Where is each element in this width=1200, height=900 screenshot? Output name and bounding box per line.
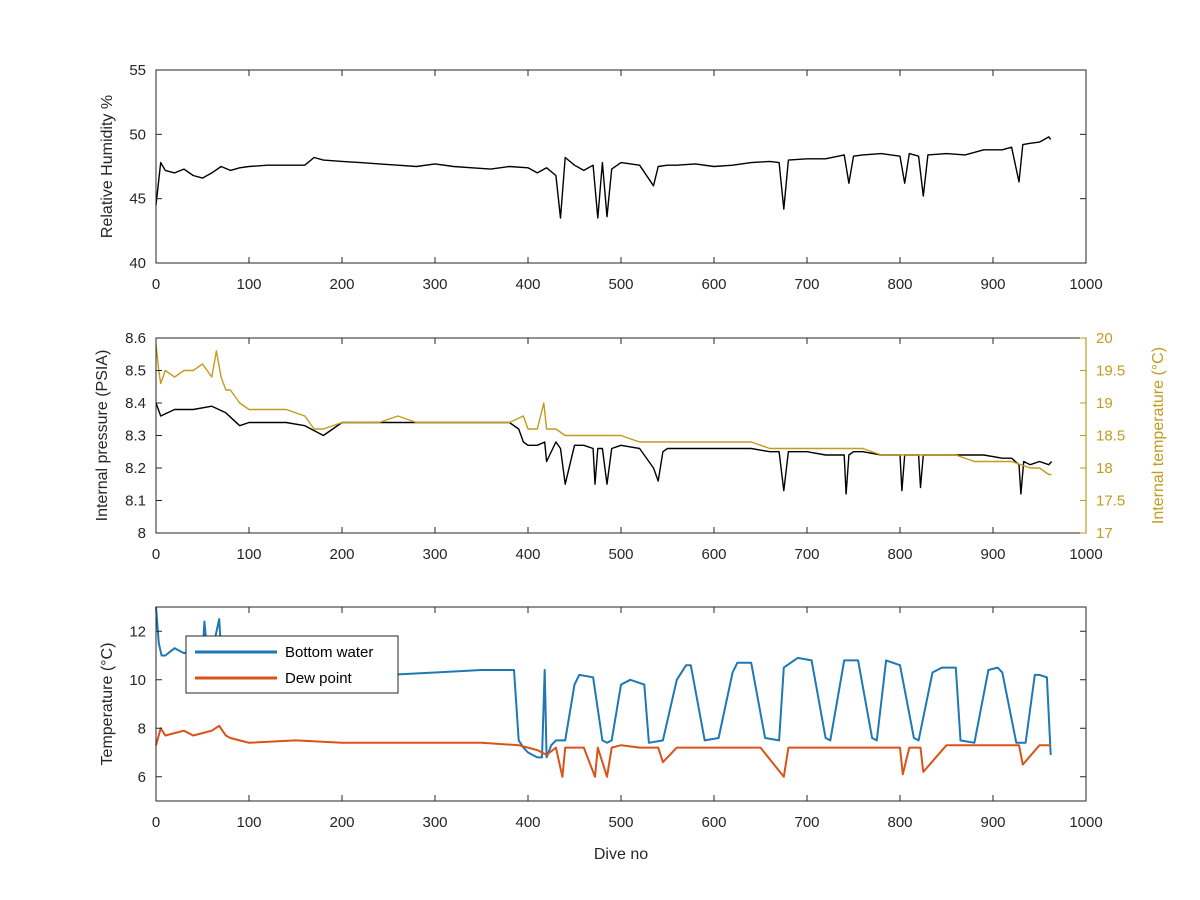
temperature-y-tick-label: 8 bbox=[138, 720, 146, 737]
temperature-x-tick-label: 900 bbox=[980, 814, 1005, 831]
temperature-x-tick-label: 200 bbox=[329, 814, 354, 831]
humidity-x-tick-label: 300 bbox=[422, 276, 447, 293]
pressure-series-1-line bbox=[155, 344, 1052, 476]
temperature-y-axis-label: Temperature (°C) bbox=[99, 643, 116, 766]
humidity-x-tick-label: 800 bbox=[887, 276, 912, 293]
humidity-x-tick-label: 700 bbox=[794, 276, 819, 293]
pressure-x-tick-label: 200 bbox=[329, 546, 354, 563]
internal-temperature-y-tick-label: 19.5 bbox=[1096, 363, 1125, 380]
pressure-y-tick-label: 8.6 bbox=[125, 330, 146, 347]
temperature-panel: 0 100 200 300 400 500 600 700 800 900 1000 6 8 10 12 T… bbox=[99, 606, 1103, 863]
temperature-x-tick-label: 100 bbox=[236, 814, 261, 831]
legend-entry-dew-point: Dew point bbox=[285, 670, 353, 687]
temperature-y-tick-label: 12 bbox=[129, 623, 146, 640]
pressure-x-tick-label: 1000 bbox=[1069, 546, 1102, 563]
humidity-x-tick-label: 600 bbox=[701, 276, 726, 293]
humidity-x-tick-label: 500 bbox=[608, 276, 633, 293]
temperature-x-tick-label: 500 bbox=[608, 814, 633, 831]
x-axis-label: Dive no bbox=[594, 846, 648, 863]
temperature-x-tick-label: 400 bbox=[515, 814, 540, 831]
pressure-y-axis-label: Internal pressure (PSIA) bbox=[94, 350, 111, 522]
pressure-y-tick-label: 8.3 bbox=[125, 428, 146, 445]
pressure-y-tick-label: 8.2 bbox=[125, 460, 146, 477]
humidity-x-tick-label: 100 bbox=[236, 276, 261, 293]
humidity-x-tick-label: 400 bbox=[515, 276, 540, 293]
humidity-series-0-line bbox=[155, 136, 1052, 219]
humidity-panel: 0 100 200 300 400 500 600 700 800 900 1000 40 45 50 55… bbox=[99, 62, 1103, 293]
pressure-y-tick-label: 8.4 bbox=[125, 395, 146, 412]
internal-temperature-y-tick-label: 20 bbox=[1096, 330, 1113, 347]
legend-entry-bottom-water: Bottom water bbox=[285, 644, 373, 661]
internal-temperature-y-tick-label: 19 bbox=[1096, 395, 1113, 412]
humidity-x-tick-label: 900 bbox=[980, 276, 1005, 293]
pressure-x-tick-label: 900 bbox=[980, 546, 1005, 563]
temperature-x-tick-label: 1000 bbox=[1069, 814, 1102, 831]
humidity-y-tick-label: 55 bbox=[129, 62, 146, 79]
pressure-y-tick-label: 8 bbox=[138, 525, 146, 542]
humidity-y-axis-label: Relative Humidity % bbox=[99, 95, 116, 238]
temperature-series-dew-point-line bbox=[155, 724, 1051, 778]
internal-temperature-y-axis-label: Internal temperature (°C) bbox=[1150, 347, 1167, 524]
pressure-x-tick-label: 700 bbox=[794, 546, 819, 563]
internal-temperature-y-tick-label: 18 bbox=[1096, 460, 1113, 477]
temperature-x-tick-label: 600 bbox=[701, 814, 726, 831]
humidity-y-tick-label: 40 bbox=[129, 255, 146, 272]
pressure-x-tick-label: 400 bbox=[515, 546, 540, 563]
pressure-x-tick-label: 800 bbox=[887, 546, 912, 563]
pressure-panel: 0 100 200 300 400 500 600 700 800 900 1000 8 8.1 8.2 8… bbox=[94, 330, 1167, 563]
humidity-x-tick-label: 200 bbox=[329, 276, 354, 293]
legend-box bbox=[185, 635, 399, 694]
temperature-y-tick-label: 6 bbox=[138, 769, 146, 786]
pressure-x-tick-label: 100 bbox=[236, 546, 261, 563]
temperature-y-tick-label: 10 bbox=[129, 672, 146, 689]
temperature-x-tick-label: 0 bbox=[152, 814, 160, 831]
pressure-x-tick-label: 300 bbox=[422, 546, 447, 563]
pressure-x-tick-label: 500 bbox=[608, 546, 633, 563]
temperature-x-tick-label: 800 bbox=[887, 814, 912, 831]
internal-temperature-y-tick-label: 18.5 bbox=[1096, 428, 1125, 445]
legend: Bottom water Dew point bbox=[185, 635, 399, 694]
humidity-x-tick-label: 1000 bbox=[1069, 276, 1102, 293]
internal-temperature-y-tick-label: 17.5 bbox=[1096, 493, 1125, 510]
pressure-y-tick-label: 8.1 bbox=[125, 493, 146, 510]
pressure-y-tick-label: 8.5 bbox=[125, 363, 146, 380]
temperature-x-tick-label: 300 bbox=[422, 814, 447, 831]
temperature-x-tick-label: 700 bbox=[794, 814, 819, 831]
internal-temperature-y-tick-label: 17 bbox=[1096, 525, 1113, 542]
pressure-x-tick-label: 600 bbox=[701, 546, 726, 563]
humidity-y-tick-label: 50 bbox=[129, 126, 146, 143]
humidity-x-tick-label: 0 bbox=[152, 276, 160, 293]
pressure-x-tick-label: 0 bbox=[152, 546, 160, 563]
humidity-y-tick-label: 45 bbox=[129, 191, 146, 208]
